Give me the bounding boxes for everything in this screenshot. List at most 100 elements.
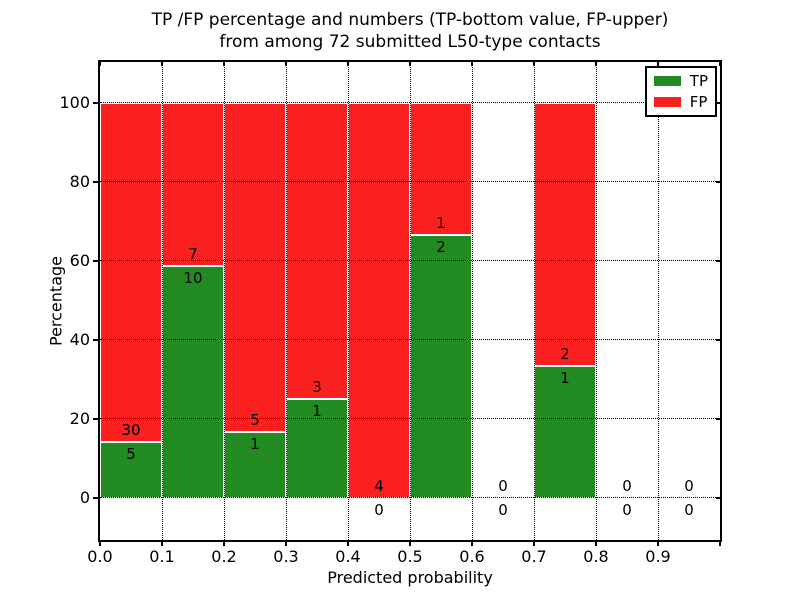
bar-fp-segment xyxy=(348,103,410,499)
chart-title-line1: TP /FP percentage and numbers (TP-bottom… xyxy=(151,10,669,30)
x-tick-mark xyxy=(99,542,101,546)
x-tick-mark-top xyxy=(409,62,411,66)
legend-label-fp: FP xyxy=(689,93,708,111)
x-tick-mark xyxy=(657,542,659,546)
fp-count-label: 7 xyxy=(188,244,198,263)
y-tick-mark-right xyxy=(716,102,720,105)
v-gridline xyxy=(162,62,163,540)
tp-count-label: 0 xyxy=(374,501,384,520)
x-tick-mark xyxy=(471,542,473,546)
tp-count-label: 1 xyxy=(312,402,322,421)
y-tick-mark-right xyxy=(716,418,720,421)
tp-count-label: 0 xyxy=(622,501,632,520)
x-tick-label: 0.8 xyxy=(583,547,609,566)
v-gridline xyxy=(596,62,597,540)
tp-count-label: 10 xyxy=(183,268,203,287)
x-tick-mark xyxy=(595,542,597,546)
bar-fp-segment xyxy=(162,103,224,266)
y-tick-mark xyxy=(93,260,98,263)
tp-count-label: 1 xyxy=(560,369,570,388)
x-tick-mark xyxy=(533,542,535,546)
legend-swatch-tp xyxy=(653,76,681,86)
v-gridline xyxy=(534,62,535,540)
v-gridline xyxy=(472,62,473,540)
fp-count-label: 1 xyxy=(436,213,446,232)
tp-count-label: 5 xyxy=(126,444,136,463)
bar-tp-segment xyxy=(410,234,472,499)
tp-count-label: 1 xyxy=(250,435,260,454)
y-tick-label: 0 xyxy=(79,488,90,508)
x-tick-mark-top xyxy=(719,62,721,66)
x-tick-mark xyxy=(347,542,349,546)
tp-count-label: 2 xyxy=(436,237,446,256)
x-tick-mark-top xyxy=(595,62,597,66)
legend: TP FP xyxy=(644,66,717,117)
y-tick-label: 100 xyxy=(59,93,90,113)
legend-entry-fp: FP xyxy=(653,93,708,111)
x-tick-label: 0.1 xyxy=(149,547,175,566)
fp-count-label: 5 xyxy=(250,411,260,430)
chart-title-line2: from among 72 submitted L50-type contact… xyxy=(219,32,601,52)
fp-count-label: 0 xyxy=(684,477,694,496)
fp-count-label: 30 xyxy=(121,420,141,439)
x-tick-label: 0.0 xyxy=(87,547,113,566)
legend-entry-tp: TP xyxy=(653,72,708,90)
x-tick-mark-top xyxy=(471,62,473,66)
bar-fp-segment xyxy=(286,103,348,400)
fp-count-label: 4 xyxy=(374,477,384,496)
y-tick-mark xyxy=(93,339,98,342)
bar-fp-segment xyxy=(534,103,596,367)
tp-count-label: 0 xyxy=(498,501,508,520)
x-tick-mark xyxy=(161,542,163,546)
x-tick-mark xyxy=(409,542,411,546)
y-tick-label: 40 xyxy=(69,330,90,350)
x-tick-mark-top xyxy=(223,62,225,66)
x-tick-label: 0.9 xyxy=(645,547,671,566)
v-gridline xyxy=(348,62,349,540)
x-tick-label: 0.5 xyxy=(397,547,423,566)
bar-tp-segment xyxy=(224,432,286,499)
bar-fp-segment xyxy=(224,103,286,433)
x-tick-label: 0.2 xyxy=(211,547,237,566)
x-tick-mark xyxy=(719,542,721,546)
x-tick-label: 0.4 xyxy=(335,547,361,566)
x-tick-label: 0.6 xyxy=(459,547,485,566)
y-tick-label: 20 xyxy=(69,409,90,429)
legend-swatch-fp xyxy=(653,97,681,107)
x-tick-label: 0.7 xyxy=(521,547,547,566)
x-tick-mark-top xyxy=(657,62,659,66)
x-tick-mark-top xyxy=(285,62,287,66)
tp-count-label: 0 xyxy=(684,501,694,520)
x-tick-mark xyxy=(223,542,225,546)
y-tick-mark-right xyxy=(716,497,720,500)
v-gridline xyxy=(658,62,659,540)
x-tick-mark-top xyxy=(99,62,101,66)
bar-tp-segment xyxy=(162,265,224,499)
fp-count-label: 3 xyxy=(312,378,322,397)
y-tick-label: 60 xyxy=(69,251,90,271)
v-gridline xyxy=(410,62,411,540)
x-axis-label: Predicted probability xyxy=(327,568,493,587)
y-tick-mark-right xyxy=(716,181,720,184)
x-tick-mark xyxy=(285,542,287,546)
y-tick-mark xyxy=(93,181,98,184)
y-tick-mark xyxy=(93,102,98,105)
x-tick-label: 0.3 xyxy=(273,547,299,566)
fp-count-label: 0 xyxy=(498,477,508,496)
legend-label-tp: TP xyxy=(689,72,708,90)
plot-area: TP FP 30 5 7 10 5 1 3 1 4 0 1 2 0 0 2 1 0 0 0 0 xyxy=(98,60,722,542)
v-gridline xyxy=(286,62,287,540)
bar-tp-segment xyxy=(100,441,162,499)
bar-fp-segment xyxy=(100,103,162,442)
y-tick-mark xyxy=(93,497,98,500)
fp-count-label: 0 xyxy=(622,477,632,496)
v-gridline xyxy=(224,62,225,540)
chart-title: TP /FP percentage and numbers (TP-bottom… xyxy=(100,9,720,53)
bar-fp-segment xyxy=(410,103,472,235)
x-tick-mark-top xyxy=(347,62,349,66)
x-tick-mark-top xyxy=(161,62,163,66)
y-tick-label: 80 xyxy=(69,172,90,192)
y-tick-mark-right xyxy=(716,260,720,263)
y-tick-mark xyxy=(93,418,98,421)
